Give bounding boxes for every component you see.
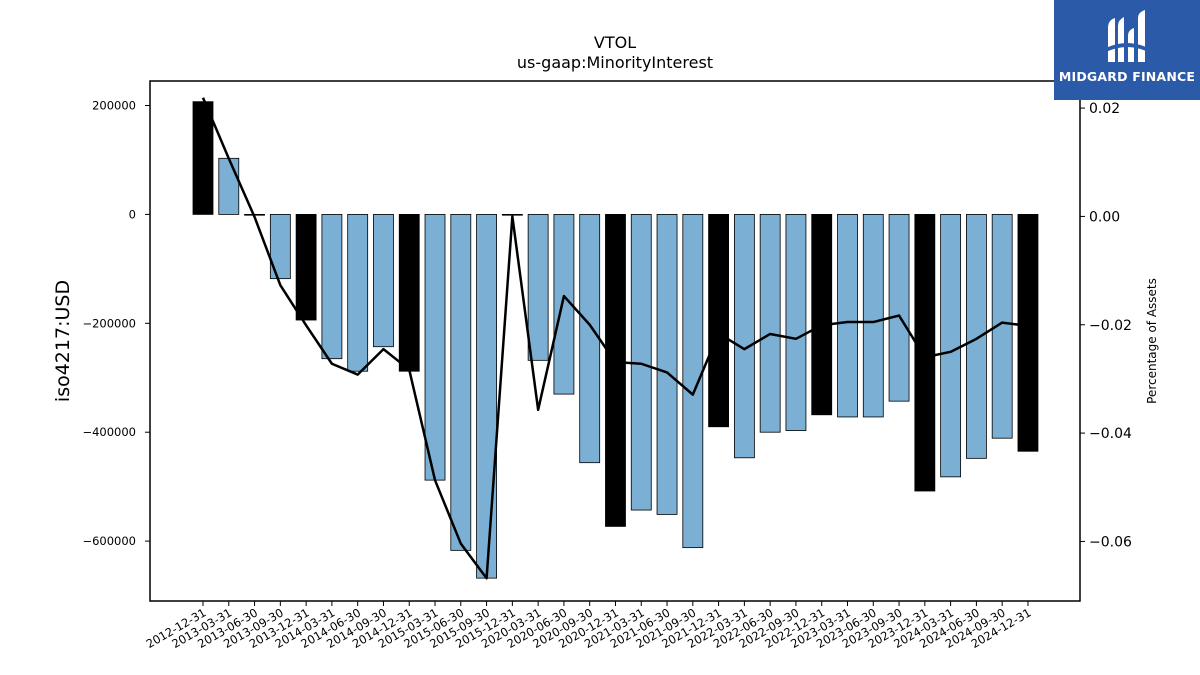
bar-2013-03-31: [218, 157, 240, 215]
bars-group: [192, 101, 1039, 579]
y-tick-label: 0: [129, 207, 136, 221]
y-axis-label: iso4217:USD: [52, 280, 74, 402]
brand-name: MIDGARD FINANCE: [1058, 69, 1196, 84]
bar-2023-12-31: [914, 213, 936, 492]
bar-2014-03-31: [321, 213, 343, 360]
y2-tick-label: −0.02: [1089, 318, 1132, 334]
chart-title: VTOL: [594, 33, 636, 52]
y-tick-label: −200000: [82, 316, 136, 330]
bar-2022-06-30: [759, 213, 781, 433]
bar-2015-12-31: [501, 213, 523, 216]
bar-2020-09-30: [579, 213, 601, 464]
brand-logo: MIDGARD FINANCE: [1054, 0, 1200, 100]
bar-2015-03-31: [424, 213, 446, 481]
line-group: [201, 97, 1029, 580]
bar-2022-09-30: [785, 213, 807, 431]
bar-2020-06-30: [553, 213, 575, 395]
bar-2014-12-31: [398, 213, 420, 372]
y2-tick-label: 0.00: [1089, 209, 1120, 225]
bar-2021-12-31: [708, 213, 729, 428]
bar-2024-09-30: [991, 213, 1013, 439]
bar-2012-12-31: [192, 101, 214, 215]
bar-2013-12-31: [295, 213, 317, 321]
bar-2023-06-30: [862, 213, 884, 418]
bar-2021-06-30: [656, 213, 678, 515]
percentage-of-assets-line: [201, 97, 1029, 580]
bar-2013-09-30: [269, 213, 291, 280]
bar-2022-12-31: [811, 213, 833, 416]
bar-2015-09-30: [476, 213, 497, 579]
y2-tick-label: −0.04: [1089, 426, 1132, 442]
y-tick-label: 200000: [92, 99, 136, 113]
bar-2022-03-31: [733, 213, 755, 459]
y2-tick-label: −0.06: [1089, 534, 1132, 550]
plot-frame: [149, 80, 1081, 602]
bar-2024-03-31: [940, 213, 962, 478]
midgard-logo-icon: [1106, 10, 1148, 62]
bar-2021-09-30: [682, 213, 704, 549]
bar-2014-06-30: [347, 213, 369, 372]
y2-tick-label: 0.02: [1089, 101, 1120, 117]
bar-2024-06-30: [966, 213, 987, 459]
bar-2020-03-31: [527, 213, 549, 361]
y-tick-label: −600000: [82, 534, 136, 548]
y-tick-label: −400000: [82, 425, 136, 439]
bar-2024-12-31: [1017, 213, 1039, 452]
y2-axis-label: Percentage of Assets: [1145, 278, 1159, 404]
bar-2023-03-31: [837, 213, 858, 418]
bar-2014-09-30: [373, 213, 394, 348]
bar-2015-06-30: [450, 213, 472, 551]
chart-subtitle: us-gaap:MinorityInterest: [517, 53, 713, 72]
bar-2023-09-30: [888, 213, 910, 402]
bar-2020-12-31: [605, 213, 626, 527]
